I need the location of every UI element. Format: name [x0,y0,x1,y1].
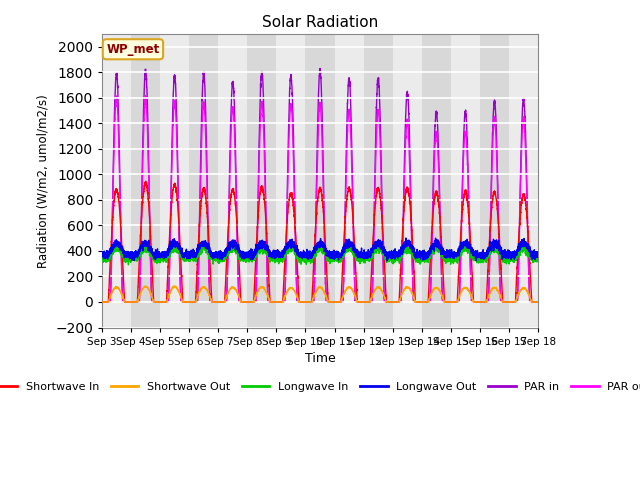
Text: WP_met: WP_met [106,43,159,56]
Bar [131,34,160,327]
X-axis label: Time: Time [305,352,335,365]
Legend: Shortwave In, Shortwave Out, Longwave In, Longwave Out, PAR in, PAR out: Shortwave In, Shortwave Out, Longwave In… [0,377,640,396]
Title: Solar Radiation: Solar Radiation [262,15,378,30]
Bar [480,34,509,327]
Bar [422,34,451,327]
Bar [189,34,218,327]
Bar [364,34,393,327]
Bar [305,34,335,327]
Y-axis label: Radiation (W/m2, umol/m2/s): Radiation (W/m2, umol/m2/s) [36,94,49,268]
Bar [247,34,276,327]
